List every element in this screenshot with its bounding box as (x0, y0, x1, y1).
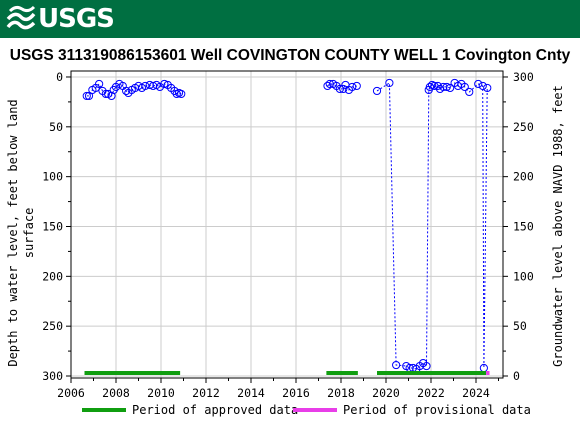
x-tick-label: 2014 (237, 386, 265, 400)
x-tick-label: 2008 (102, 386, 130, 400)
left-tick-label: 300 (42, 369, 63, 383)
left-tick-label: 100 (42, 170, 63, 184)
left-tick-label: 0 (56, 70, 63, 84)
right-tick-label: 300 (513, 70, 534, 84)
right-tick-label: 50 (513, 319, 527, 333)
left-axis-label-line1: Depth to water level, feet below land (6, 99, 20, 366)
left-tick-label: 50 (49, 120, 63, 134)
grid-lines (70, 71, 503, 378)
data-point (460, 82, 469, 92)
data-point (483, 83, 492, 93)
x-tick-label: 2024 (462, 386, 490, 400)
data-point (348, 82, 357, 92)
right-tick-label: 250 (513, 120, 534, 134)
data-point (478, 81, 487, 91)
data-point (446, 83, 455, 93)
x-tick-label: 2016 (282, 386, 310, 400)
data-point (82, 91, 91, 101)
data-point (422, 361, 431, 371)
left-tick-label: 200 (42, 269, 63, 283)
data-point (177, 89, 186, 99)
usgs-wave-icon (6, 5, 36, 33)
right-tick-label: 150 (513, 219, 534, 233)
legend-provisional-label: Period of provisional data (343, 403, 531, 417)
data-point (160, 79, 169, 89)
x-tick-label: 2006 (57, 386, 85, 400)
data-point (465, 87, 474, 97)
data-point (95, 79, 104, 89)
legend-approved-label: Period of approved data (132, 403, 298, 417)
left-tick-label: 250 (42, 319, 63, 333)
usgs-header-bar: USGS (0, 0, 580, 38)
x-axis-ticks: 2006 2008 2010 2012 2014 2016 2018 2020 2022 2024 (57, 378, 499, 400)
data-point (442, 82, 451, 92)
data-point (352, 81, 361, 91)
x-tick-label: 2012 (192, 386, 220, 400)
data-point (425, 82, 434, 92)
right-tick-label: 200 (513, 170, 534, 184)
legend: Period of approved data Period of provis… (82, 403, 531, 417)
data-point (122, 86, 131, 96)
usgs-logo-text: USGS (38, 4, 115, 34)
right-tick-label: 100 (513, 269, 534, 283)
data-point (335, 84, 344, 94)
data-point (323, 81, 332, 91)
right-axis-ticks: 0 50 100 150 200 250 300 (503, 70, 534, 383)
data-point (339, 84, 348, 94)
left-tick-label: 150 (42, 219, 63, 233)
x-tick-label: 2018 (327, 386, 355, 400)
series-line (327, 83, 357, 91)
usgs-logo[interactable]: USGS (6, 4, 115, 34)
data-points (82, 78, 492, 374)
data-point (101, 89, 110, 99)
right-axis-label: Groundwater level above NAVD 1988, feet (551, 85, 565, 367)
data-point (141, 81, 150, 91)
data-point (392, 360, 401, 370)
right-tick-label: 0 (513, 369, 520, 383)
data-point (372, 86, 382, 96)
chart-title: USGS 311319086153601 Well COVINGTON COUN… (10, 47, 571, 64)
data-point (155, 82, 164, 92)
data-point (84, 91, 94, 101)
left-axis-label-line2: surface (22, 208, 36, 259)
x-tick-label: 2020 (372, 386, 400, 400)
x-tick-label: 2010 (147, 386, 175, 400)
data-point (385, 78, 394, 88)
x-tick-label: 2022 (417, 386, 445, 400)
plot-frame (70, 70, 504, 379)
data-point (107, 91, 116, 101)
left-axis-ticks: 0 50 100 150 200 250 300 (42, 70, 71, 383)
data-point (474, 79, 483, 89)
